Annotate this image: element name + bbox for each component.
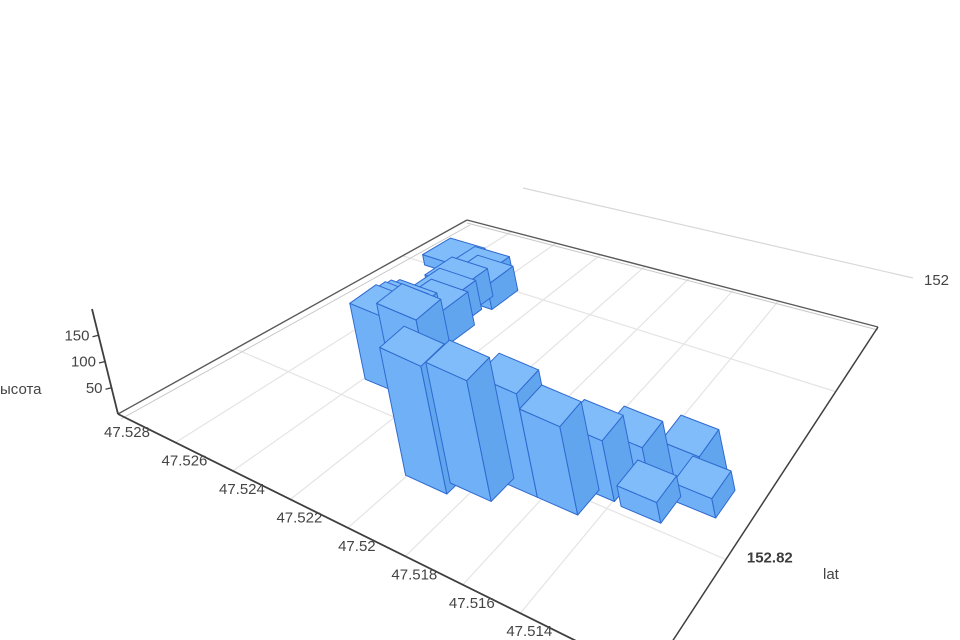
x-axis-line [117,413,577,640]
floor-edge-back-right [466,219,879,328]
y-axis-title: lat [823,566,840,583]
z-axis-tick-label: 50 [86,380,103,397]
x-axis-tick-label: 47.522 [276,509,322,526]
z-axis-tick-label: 150 [64,327,89,344]
x-axis-tick-label: 47.516 [449,595,495,612]
bar-top-face [672,455,732,500]
x-axis-tick-label: 47.528 [104,424,150,441]
bar-3d[interactable] [425,339,515,502]
wall-top-edge [522,187,914,279]
bar-top-face [616,459,678,503]
z-axis-tick-mark [105,387,112,390]
x-axis-tick-label: 47.518 [391,566,437,583]
bar-top-face [376,283,442,321]
y-axis-line [672,326,879,640]
x-axis-tick-label: 47.52 [338,538,376,555]
bar-top-face [425,339,490,382]
z-axis-tick-mark [92,334,99,338]
bar-3d[interactable] [519,384,600,516]
bar-top-face [660,414,720,458]
z-axis-tick-mark [98,360,106,364]
bar-3d[interactable] [672,455,736,519]
z-axis-tick-label: 100 [71,354,96,371]
floor-edge-inner-left [120,224,471,420]
x-axis-tick-label: 47.526 [162,452,208,469]
floor-edge-back-left [117,219,468,415]
x-axis-tick-label: 47.524 [219,481,265,498]
y-axis-tick-label: 152.82 [747,549,793,566]
bar-3d[interactable] [616,459,682,524]
floor-edge-inner-back [466,222,879,331]
bar-top-face [379,325,445,367]
bar-top-face [519,384,582,428]
bar-top-face [475,352,540,395]
y-axis-tick-label-clipped: 152 [924,272,949,289]
x-axis-tick-label: 47.514 [506,623,552,640]
z-axis-title: ысота [0,381,42,398]
